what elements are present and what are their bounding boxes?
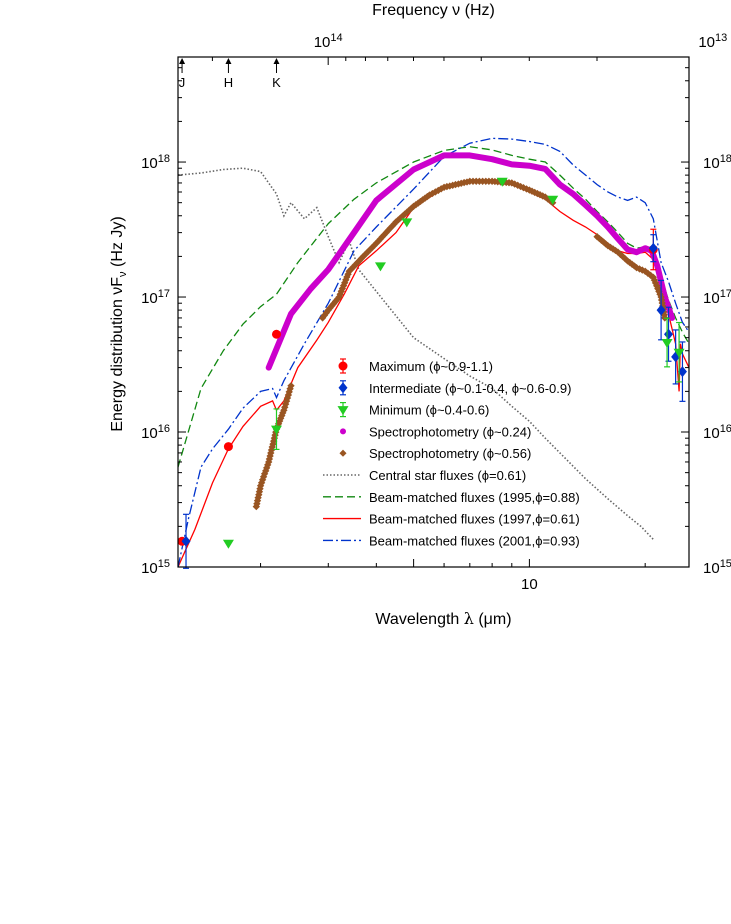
y-tick-label-left-3-exp: 18	[158, 153, 170, 165]
x-axis-title-text: Wavelength	[375, 611, 463, 628]
y-tick-label-left-1-base: 10	[141, 425, 158, 442]
band-label-2: K	[272, 75, 281, 90]
point-1-3	[664, 328, 674, 340]
y-tick-label-right-0-exp: 15	[720, 558, 731, 570]
series-line-5	[178, 167, 654, 540]
y-axis-title-sub: ν	[117, 271, 129, 277]
point-2-7	[673, 348, 685, 358]
point-0-1	[223, 442, 233, 452]
legend-marker-2	[337, 406, 349, 416]
y-tick-label-right-3: 1018	[703, 153, 731, 172]
y-tick-label-right-0-base: 10	[703, 560, 720, 577]
top-tick-label-1-base: 10	[698, 34, 715, 51]
series-line-7	[178, 180, 689, 567]
point-2-5	[547, 195, 559, 205]
top-tick-label-0-exp: 14	[330, 32, 342, 44]
y-tick-label-right-3-base: 10	[703, 155, 720, 172]
y-tick-label-left-3: 1018	[141, 153, 170, 172]
point-2-6	[661, 339, 673, 349]
y-tick-label-left-1-exp: 16	[158, 423, 170, 435]
point-1-0	[181, 535, 191, 547]
legend-label-4: Spectrophotometry (ϕ~0.56)	[369, 446, 531, 461]
x-tick-label-0: 10	[521, 576, 538, 593]
point-1-2	[656, 304, 666, 316]
y-tick-label-left-2: 1017	[141, 288, 170, 307]
band-arrowhead-2	[273, 58, 280, 64]
legend-label-3: Spectrophotometry (ϕ~0.24)	[369, 424, 531, 439]
legend-label-7: Beam-matched fluxes (1997,ϕ=0.61)	[369, 512, 580, 527]
point-2-2	[374, 262, 386, 272]
y-tick-label-right-3-exp: 18	[720, 153, 731, 165]
y-axis-title-text: Energy distribution νF	[109, 277, 126, 432]
point-2-3	[401, 218, 413, 228]
y-tick-label-right-0: 1015	[703, 558, 731, 577]
top-tick-label-1: 1013	[698, 32, 727, 51]
y-axis-title: Energy distribution νFν (Hz Jy)	[109, 216, 129, 431]
y-tick-label-right-1-base: 10	[703, 425, 720, 442]
band-label-1: H	[224, 75, 233, 90]
top-axis-title: Frequency ν (Hz)	[372, 2, 495, 19]
top-tick-label-0-base: 10	[314, 34, 331, 51]
y-tick-label-right-1: 1016	[703, 423, 731, 442]
series-line-8	[178, 137, 689, 567]
legend: Maximum (ϕ~0.9-1.1) Intermediate (ϕ~0.1-0…	[323, 358, 580, 548]
legend-marker-3	[340, 428, 346, 435]
y-tick-label-left-3-base: 10	[141, 155, 158, 172]
legend-label-5: Central star fluxes (ϕ=0.61)	[369, 468, 526, 483]
spectro-band-3-0	[265, 152, 676, 371]
y-tick-label-left-2-base: 10	[141, 290, 158, 307]
point-1-5	[677, 366, 687, 378]
y-tick-label-left-0: 1015	[141, 558, 170, 577]
band-arrowhead-0	[179, 58, 186, 64]
legend-label-8: Beam-matched fluxes (2001,ϕ=0.93)	[369, 533, 580, 548]
spectro-dot-4-0-41	[287, 382, 295, 390]
band-label-0: J	[179, 75, 186, 90]
point-series-layer	[177, 177, 687, 569]
x-axis-title: Wavelength λ (μm)	[375, 609, 511, 628]
band-arrowhead-1	[225, 58, 232, 64]
legend-label-6: Beam-matched fluxes (1995,ϕ=0.88)	[369, 490, 580, 505]
top-tick-label-1-exp: 13	[715, 32, 727, 44]
legend-label-0: Maximum (ϕ~0.9-1.1)	[369, 359, 493, 374]
legend-label-1: Intermediate (ϕ~0.1-0.4, ϕ~0.6-0.9)	[369, 381, 571, 396]
plot-frame	[177, 56, 690, 568]
x-axis-title-symbol: λ	[464, 609, 474, 628]
y-tick-label-left-0-base: 10	[141, 560, 158, 577]
point-1-1	[648, 242, 658, 254]
point-2-4	[496, 177, 508, 187]
y-tick-label-right-2-exp: 17	[720, 288, 731, 300]
legend-marker-0	[338, 361, 348, 371]
y-tick-label-right-1-exp: 16	[720, 423, 731, 435]
x-axis-title-unit: (μm)	[474, 611, 512, 628]
y-tick-label-right-2: 1017	[703, 288, 731, 307]
y-tick-label-left-2-exp: 17	[158, 288, 170, 300]
point-2-1	[270, 425, 282, 435]
legend-marker-1	[338, 382, 348, 394]
y-axis-title-unit: (Hz Jy)	[109, 216, 126, 271]
point-0-2	[271, 329, 281, 339]
point-2-0	[222, 539, 234, 549]
legend-label-2: Minimum (ϕ~0.4-0.6)	[369, 403, 489, 418]
y-tick-label-left-0-exp: 15	[158, 558, 170, 570]
y-tick-label-left-1: 1016	[141, 423, 170, 442]
top-tick-label-0: 1014	[314, 32, 343, 51]
y-tick-label-right-2-base: 10	[703, 290, 720, 307]
legend-marker-4	[339, 449, 347, 457]
